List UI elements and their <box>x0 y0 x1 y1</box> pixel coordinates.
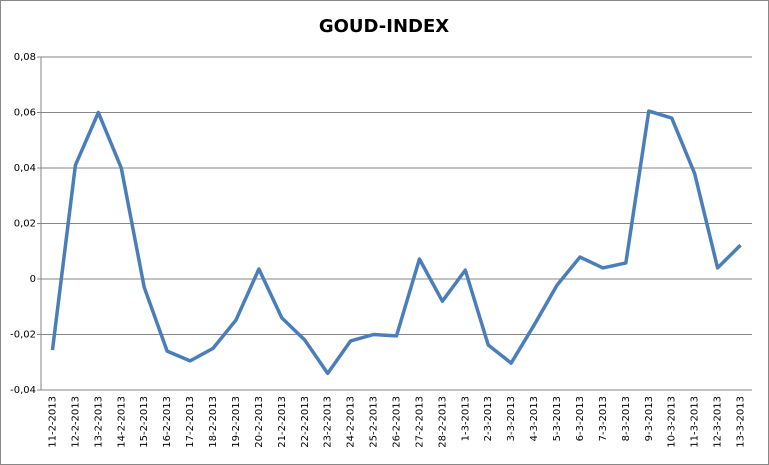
x-tick-label: 25-2-2013 <box>369 396 380 448</box>
y-tick-label: 0,06 <box>14 108 36 119</box>
x-tick-label: 13-2-2013 <box>93 396 104 448</box>
x-tick-label: 17-2-2013 <box>185 396 196 448</box>
y-tick-label: 0,02 <box>14 219 36 230</box>
x-tick-label: 2-3-2013 <box>483 396 494 441</box>
x-tick-label: 13-3-2013 <box>736 396 747 448</box>
x-tick-label: 10-3-2013 <box>667 396 678 448</box>
y-tick-label: 0 <box>30 274 36 285</box>
x-tick-label: 14-2-2013 <box>116 396 127 448</box>
y-tick-label: 0,04 <box>14 163 36 174</box>
x-tick-label: 11-2-2013 <box>47 396 58 448</box>
x-tick-label: 12-2-2013 <box>70 396 81 448</box>
x-tick-label: 21-2-2013 <box>277 396 288 448</box>
x-tick-label: 24-2-2013 <box>346 396 357 448</box>
x-tick-label: 5-3-2013 <box>552 396 563 441</box>
y-tick-label: 0,08 <box>14 52 36 63</box>
x-tick-label: 23-2-2013 <box>323 396 334 448</box>
x-tick-label: 28-2-2013 <box>437 396 448 448</box>
x-tick-label: 27-2-2013 <box>414 396 425 448</box>
y-tick-label: -0,02 <box>10 330 36 341</box>
x-tick-label: 8-3-2013 <box>621 396 632 441</box>
x-tick-label: 1-3-2013 <box>460 396 471 441</box>
x-tick-label: 11-3-2013 <box>690 396 701 448</box>
x-tick-label: 6-3-2013 <box>575 396 586 441</box>
x-tick-label: 26-2-2013 <box>392 396 403 448</box>
x-tick-label: 9-3-2013 <box>644 396 655 441</box>
x-tick-label: 4-3-2013 <box>529 396 540 441</box>
chart-title: GOUD-INDEX <box>319 16 449 37</box>
line-series <box>50 109 742 376</box>
x-tick-label: 19-2-2013 <box>231 396 242 448</box>
x-tick-label: 15-2-2013 <box>139 396 150 448</box>
x-tick-label: 7-3-2013 <box>598 396 609 441</box>
y-tick-label: -0,04 <box>10 385 36 396</box>
x-tick-label: 22-2-2013 <box>300 396 311 448</box>
x-tick-label: 3-3-2013 <box>506 396 517 441</box>
x-tick-label: 12-3-2013 <box>713 396 724 448</box>
x-tick-label: 18-2-2013 <box>208 396 219 448</box>
x-tick-label: 16-2-2013 <box>162 396 173 448</box>
x-tick-label: 20-2-2013 <box>254 396 265 448</box>
